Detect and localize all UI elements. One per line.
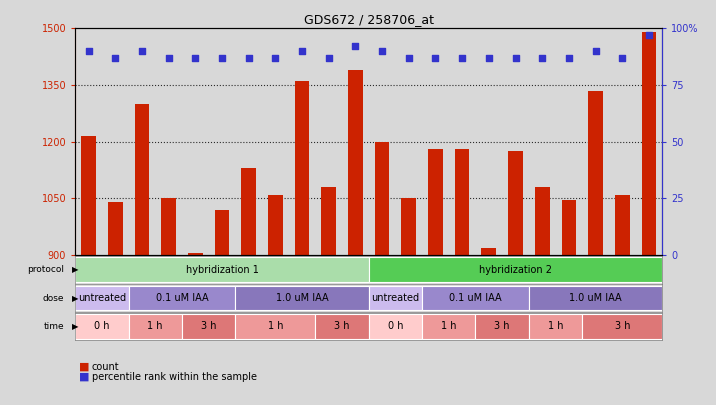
Text: ▶: ▶ xyxy=(72,265,78,274)
Text: ▶: ▶ xyxy=(72,322,78,331)
Bar xyxy=(455,149,470,255)
Bar xyxy=(215,210,229,255)
Bar xyxy=(241,168,256,255)
Point xyxy=(270,55,281,61)
Bar xyxy=(108,202,122,255)
Bar xyxy=(295,81,309,255)
Text: count: count xyxy=(92,362,120,371)
Text: percentile rank within the sample: percentile rank within the sample xyxy=(92,372,256,382)
Bar xyxy=(129,286,236,311)
Bar xyxy=(129,314,182,339)
Text: protocol: protocol xyxy=(27,265,64,274)
Text: 0 h: 0 h xyxy=(94,322,110,331)
Bar xyxy=(535,187,550,255)
Bar xyxy=(561,200,576,255)
Bar xyxy=(428,149,442,255)
Text: 3 h: 3 h xyxy=(334,322,350,331)
Bar xyxy=(236,314,315,339)
Text: 1 h: 1 h xyxy=(268,322,283,331)
Point xyxy=(349,43,361,50)
Text: 1 h: 1 h xyxy=(147,322,163,331)
Text: 1.0 uM IAA: 1.0 uM IAA xyxy=(276,293,329,303)
Bar xyxy=(589,91,603,255)
Text: 3 h: 3 h xyxy=(201,322,216,331)
Bar xyxy=(369,257,662,282)
Text: 1 h: 1 h xyxy=(548,322,563,331)
Point xyxy=(483,55,495,61)
Text: dose: dose xyxy=(43,294,64,303)
Text: 0.1 uM IAA: 0.1 uM IAA xyxy=(449,293,502,303)
Point xyxy=(643,32,654,38)
Text: 3 h: 3 h xyxy=(614,322,630,331)
Point xyxy=(190,55,201,61)
Text: untreated: untreated xyxy=(372,293,420,303)
Bar xyxy=(615,195,629,255)
Bar xyxy=(321,187,336,255)
Bar xyxy=(81,136,96,255)
Point xyxy=(536,55,548,61)
Point xyxy=(243,55,254,61)
Bar xyxy=(481,247,496,255)
Bar xyxy=(374,142,390,255)
Bar xyxy=(422,314,475,339)
Title: GDS672 / 258706_at: GDS672 / 258706_at xyxy=(304,13,434,26)
Bar xyxy=(182,314,236,339)
Bar xyxy=(508,151,523,255)
Bar xyxy=(161,198,176,255)
Bar xyxy=(135,104,149,255)
Text: time: time xyxy=(44,322,64,331)
Point xyxy=(403,55,415,61)
Bar xyxy=(188,253,203,255)
Point xyxy=(216,55,228,61)
Text: 3 h: 3 h xyxy=(495,322,510,331)
Point xyxy=(563,55,575,61)
Point xyxy=(456,55,468,61)
Bar xyxy=(475,314,529,339)
Point xyxy=(163,55,174,61)
Text: 0 h: 0 h xyxy=(387,322,403,331)
Bar xyxy=(75,314,129,339)
Point xyxy=(590,48,601,54)
Point xyxy=(377,48,388,54)
Bar xyxy=(582,314,662,339)
Text: 1 h: 1 h xyxy=(441,322,457,331)
Point xyxy=(510,55,521,61)
Bar xyxy=(529,286,662,311)
Point xyxy=(110,55,121,61)
Bar xyxy=(642,32,657,255)
Point xyxy=(323,55,334,61)
Text: ■: ■ xyxy=(79,362,90,371)
Bar xyxy=(402,198,416,255)
Bar xyxy=(75,257,369,282)
Bar xyxy=(529,314,582,339)
Bar xyxy=(369,314,422,339)
Bar xyxy=(315,314,369,339)
Point xyxy=(616,55,628,61)
Bar xyxy=(268,195,283,255)
Text: hybridization 2: hybridization 2 xyxy=(479,265,552,275)
Point xyxy=(430,55,441,61)
Point xyxy=(296,48,308,54)
Point xyxy=(83,48,95,54)
Bar xyxy=(236,286,369,311)
Point xyxy=(136,48,147,54)
Bar xyxy=(369,286,422,311)
Text: ▶: ▶ xyxy=(72,294,78,303)
Text: untreated: untreated xyxy=(78,293,126,303)
Bar xyxy=(422,286,529,311)
Bar xyxy=(348,70,363,255)
Text: ■: ■ xyxy=(79,372,90,382)
Text: 1.0 uM IAA: 1.0 uM IAA xyxy=(569,293,622,303)
Text: 0.1 uM IAA: 0.1 uM IAA xyxy=(155,293,208,303)
Text: hybridization 1: hybridization 1 xyxy=(185,265,258,275)
Bar xyxy=(75,286,129,311)
